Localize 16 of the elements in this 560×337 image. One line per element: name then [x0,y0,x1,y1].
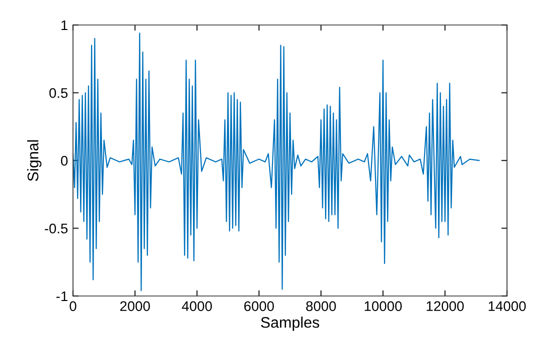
y-axis-title: Signal [27,140,42,182]
x-tick-label: 4000 [182,301,212,312]
y-tick-label: 0 [60,156,68,166]
y-tick-label: 0.5 [49,88,68,98]
x-tick-label: 12000 [426,301,464,312]
x-axis-title: Samples [260,316,320,331]
x-tick-label: 6000 [244,301,274,312]
y-tick-label: 1 [61,20,68,30]
x-tick-label: 8000 [306,301,336,312]
x-tick-label: 14000 [488,301,526,312]
line-series [73,32,480,292]
x-tick-label: 2000 [120,301,150,312]
x-tick-label: 0 [70,301,76,312]
y-tick-label: -0.5 [44,224,68,234]
x-tick-label: 10000 [364,301,402,312]
y-tick-label: -1 [56,291,68,302]
